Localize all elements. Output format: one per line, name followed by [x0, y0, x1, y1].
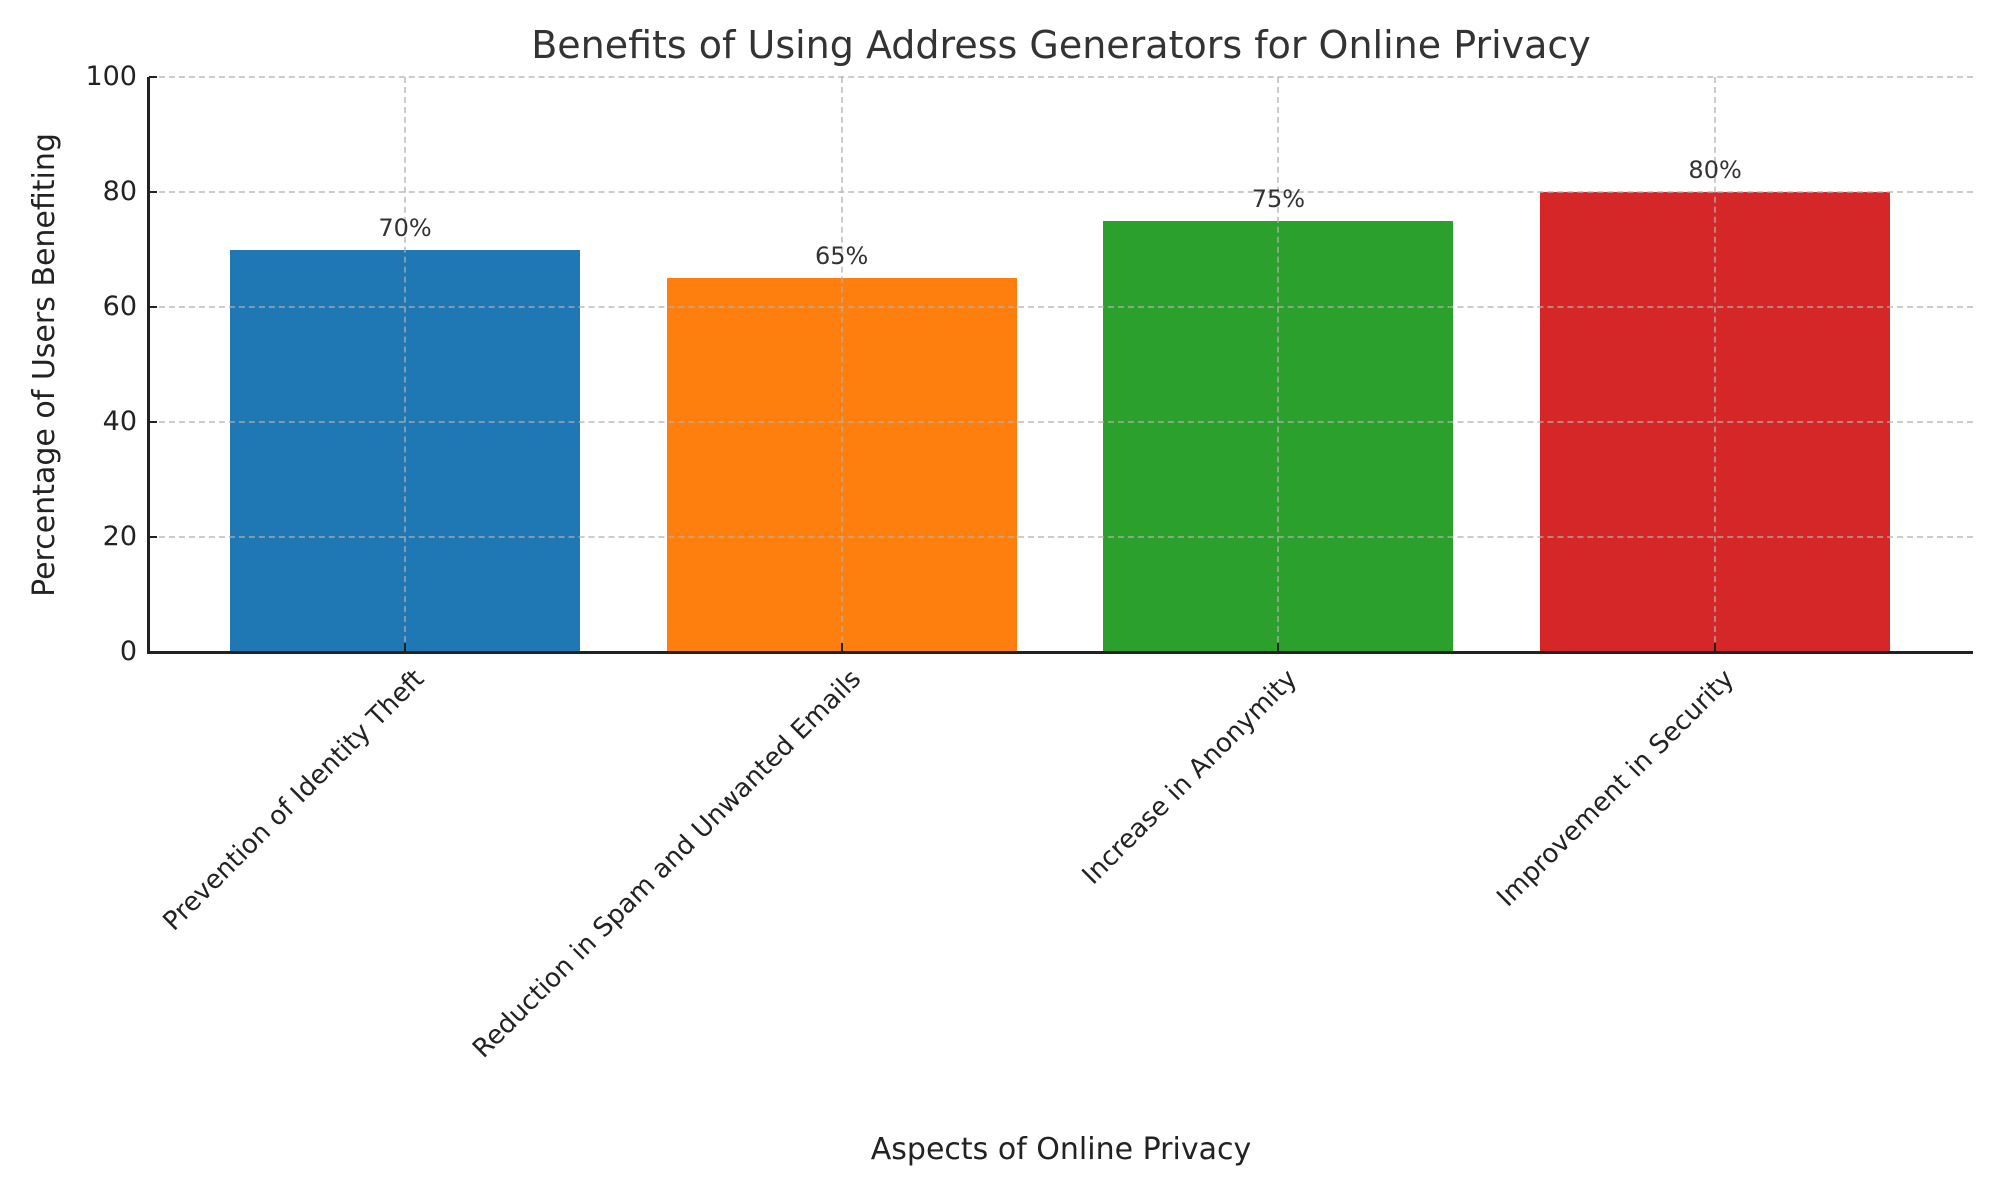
y-gridline — [149, 191, 1973, 193]
y-gridline — [149, 536, 1973, 538]
y-gridline — [149, 76, 1973, 78]
y-gridline — [149, 306, 1973, 308]
y-tick-label: 60 — [102, 291, 137, 322]
x-tick-mark — [840, 643, 843, 652]
plot-area — [147, 76, 1973, 654]
y-tick-label: 40 — [102, 406, 137, 437]
x-tick-mark — [1714, 643, 1717, 652]
x-gridline — [1714, 77, 1717, 652]
y-tick-mark — [149, 191, 157, 193]
y-axis-title: Percentage of Users Benefiting — [27, 133, 62, 597]
y-tick-mark — [149, 76, 157, 78]
bar-value-label: 70% — [378, 213, 432, 242]
y-tick-label: 0 — [119, 636, 137, 667]
y-tick-mark — [149, 536, 157, 538]
y-tick-label: 100 — [85, 61, 137, 92]
x-gridline — [840, 77, 843, 652]
x-axis-title: Aspects of Online Privacy — [870, 1132, 1252, 1167]
y-tick-label: 80 — [102, 176, 137, 207]
y-tick-label: 20 — [102, 521, 137, 552]
x-tick-label: Improvement in Security — [1491, 664, 1741, 913]
chart-title: Benefits of Using Address Generators for… — [531, 23, 1591, 67]
y-axis-spine — [147, 77, 150, 654]
x-gridline — [404, 77, 406, 652]
x-axis-spine — [147, 651, 1973, 654]
x-tick-label: Increase in Anonymity — [1077, 664, 1304, 891]
bar-value-label: 75% — [1251, 184, 1306, 213]
x-tick-mark — [404, 643, 406, 652]
x-gridline — [1277, 77, 1280, 652]
x-tick-label: Reduction in Spam and Unwanted Emails — [466, 664, 867, 1065]
y-tick-mark — [149, 306, 157, 308]
y-tick-mark — [149, 421, 157, 423]
bar-value-label: 65% — [815, 242, 869, 271]
y-gridline — [149, 421, 1973, 423]
x-tick-mark — [1277, 643, 1280, 652]
bar-value-label: 80% — [1688, 156, 1742, 184]
x-tick-label: Prevention of Identity Theft — [157, 664, 431, 937]
